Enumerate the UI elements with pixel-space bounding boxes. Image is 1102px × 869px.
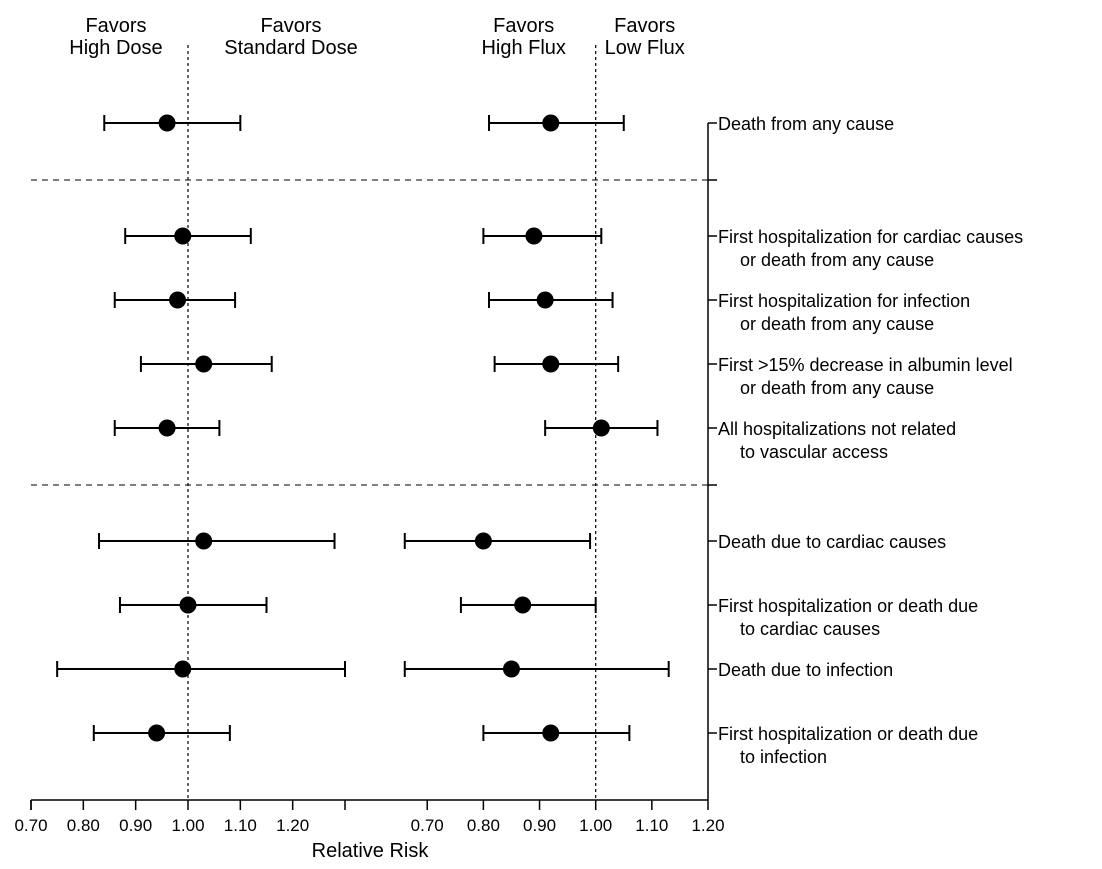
- header-right: Low Flux: [605, 37, 685, 59]
- x-tick-label: 1.10: [224, 816, 257, 835]
- point-estimate: [525, 227, 543, 245]
- point-estimate: [502, 660, 520, 678]
- point-estimate: [592, 419, 610, 437]
- outcome-label: First hospitalization for infection: [718, 291, 970, 311]
- outcome-label: All hospitalizations not related: [718, 419, 956, 439]
- point-estimate: [179, 596, 197, 614]
- x-tick-label: 0.90: [119, 816, 152, 835]
- x-tick-label: 0.90: [523, 816, 556, 835]
- outcome-label: First hospitalization for cardiac causes: [718, 227, 1023, 247]
- outcome-label: Death due to cardiac causes: [718, 532, 946, 552]
- x-tick-label: 1.20: [691, 816, 724, 835]
- outcome-label: or death from any cause: [740, 378, 934, 398]
- header-left: High Flux: [481, 37, 565, 59]
- header-right: Standard Dose: [224, 37, 357, 59]
- outcome-label: or death from any cause: [740, 250, 934, 270]
- x-axis-label: Relative Risk: [312, 840, 430, 862]
- outcome-label: Death due to infection: [718, 660, 893, 680]
- point-estimate: [514, 596, 532, 614]
- header-left: Favors: [493, 15, 554, 37]
- header-left: Favors: [85, 15, 146, 37]
- point-estimate: [195, 532, 213, 550]
- point-estimate: [174, 660, 192, 678]
- x-tick-label: 1.00: [579, 816, 612, 835]
- point-estimate: [195, 355, 213, 373]
- x-tick-label: 1.00: [171, 816, 204, 835]
- point-estimate: [174, 227, 192, 245]
- point-estimate: [542, 724, 560, 742]
- x-tick-label: 0.70: [14, 816, 47, 835]
- point-estimate: [158, 419, 176, 437]
- outcome-label: or death from any cause: [740, 314, 934, 334]
- outcome-label: to cardiac causes: [740, 619, 880, 639]
- x-tick-label: 1.10: [635, 816, 668, 835]
- x-tick-label: 0.80: [467, 816, 500, 835]
- point-estimate: [169, 291, 187, 309]
- header-left: High Dose: [69, 37, 162, 59]
- point-estimate: [536, 291, 554, 309]
- point-estimate: [148, 724, 166, 742]
- outcome-label: Death from any cause: [718, 114, 894, 134]
- outcome-label: First hospitalization or death due: [718, 596, 978, 616]
- x-tick-label: 0.80: [67, 816, 100, 835]
- point-estimate: [542, 114, 560, 132]
- outcome-label: First hospitalization or death due: [718, 724, 978, 744]
- outcome-label: to infection: [740, 747, 827, 767]
- header-right: Favors: [614, 15, 675, 37]
- header-right: Favors: [260, 15, 321, 37]
- outcome-label: to vascular access: [740, 442, 888, 462]
- outcome-label: First >15% decrease in albumin level: [718, 355, 1013, 375]
- x-tick-label: 0.70: [411, 816, 444, 835]
- point-estimate: [542, 355, 560, 373]
- point-estimate: [158, 114, 176, 132]
- point-estimate: [474, 532, 492, 550]
- x-tick-label: 1.20: [276, 816, 309, 835]
